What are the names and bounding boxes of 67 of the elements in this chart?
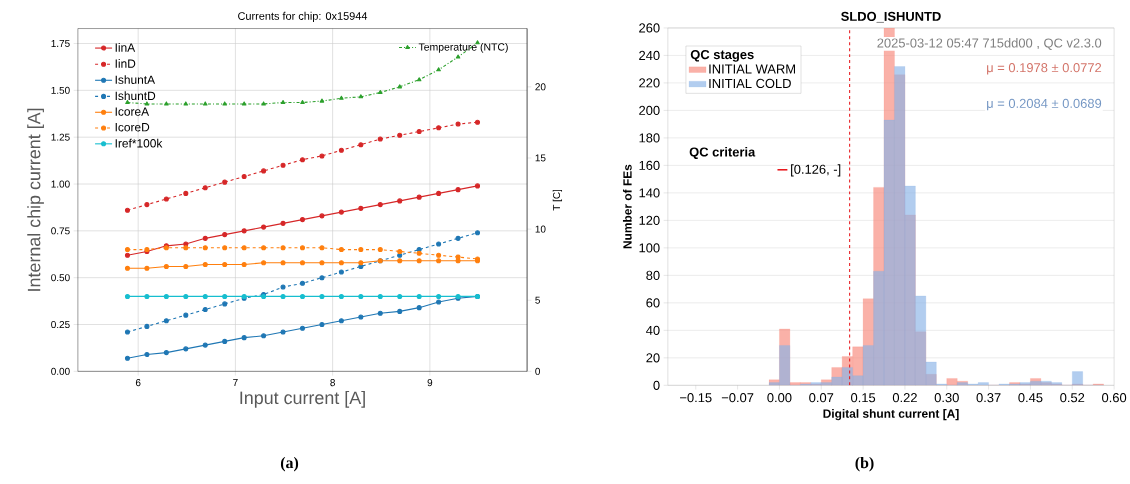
y-tick-label: 0.75 [51,227,70,235]
y-tick-label: 160 [639,160,660,170]
x-tick-label: 0.52 [1060,393,1085,403]
text: (a) [280,456,299,472]
annotation: μ = 0.1978 ± 0.0772 [987,63,1102,75]
y-tick-label: 240 [639,50,660,60]
y-tick-label: 100 [639,243,660,253]
y-axis-title: Number of FEs [622,164,632,249]
y-tick-label: 0.00 [51,367,70,375]
y-tick-label: 1.25 [51,133,70,141]
y-tick-label: 40 [646,325,660,335]
legend-label: INITIAL COLD [709,78,791,88]
annotation: QC criteria [689,146,756,159]
legend-label: Iref*100k [115,138,163,148]
x-tick-label: 9 [427,379,433,387]
x-axis-title: Digital shunt current [A] [823,409,959,421]
ref-line-label: [0.126, -] [791,164,841,177]
legend-label: IshuntD [115,91,156,100]
y-tick-label: 1.50 [51,86,70,94]
y2-tick-label: 0 [535,367,541,375]
y-tick-label: 140 [639,188,660,198]
legend-label: IinA [115,42,136,52]
legend-label: IcoreD [115,123,150,132]
legend-label: IinD [115,59,136,68]
x-axis-title: Input current [A] [240,390,365,408]
y-tick-label: 0.25 [51,320,70,328]
x-tick-label: 0.37 [976,393,1001,403]
y-tick-label: 20 [646,353,660,363]
x-tick-label: 0.22 [892,393,917,403]
legend-label: IshuntA [115,75,156,84]
y-tick-label: 1.75 [51,39,70,47]
legend-title: QC stages [690,49,754,62]
annotation: μ = 0.2084 ± 0.0689 [987,98,1102,111]
x-tick-label: 0.15 [851,393,876,403]
legend-label: Temperature (NTC) [418,42,508,53]
x-tick-label: 0.45 [1018,393,1043,403]
y-axis-title: Internal chip current [A] [27,108,44,291]
y-tick-label: 120 [639,215,660,225]
legend-label: INITIAL WARM [709,64,795,74]
y-tick-label: 260 [639,23,660,33]
y-tick-label: 200 [639,105,660,115]
y2-tick-label: 20 [535,83,546,91]
y-tick-label: 1.00 [51,180,70,188]
text: (b) [855,456,874,472]
y2-axis-title: T [C] [552,189,563,211]
x-tick-label: 0.00 [767,393,792,403]
x-tick-label: 0.60 [1102,393,1127,403]
x-tick-label: −0.07 [721,393,754,403]
y-tick-label: 220 [639,78,660,88]
y2-tick-label: 5 [535,296,540,304]
y2-tick-label: 10 [535,225,546,233]
y-tick-label: 80 [646,270,660,280]
y-tick-label: 60 [646,298,660,308]
y-tick-label: 0.50 [51,274,70,282]
y2-tick-label: 15 [535,154,546,162]
chart-title: SLDO_ISHUNTD [841,11,941,23]
x-tick-label: 6 [135,379,141,387]
y-tick-label: 180 [639,133,660,143]
legend-label: IcoreA [115,107,150,116]
y-tick-label: 0 [653,380,660,390]
x-tick-label: 8 [330,379,335,387]
chart-title: Currents for chip: 0x15944 [238,11,368,22]
annotation: 2025-03-12 05:47 715dd00 , QC v2.3.0 [877,37,1102,50]
x-tick-label: −0.15 [680,393,712,403]
x-tick-label: 0.30 [934,393,959,403]
x-tick-label: 7 [233,379,238,386]
x-tick-label: 0.07 [809,393,834,403]
